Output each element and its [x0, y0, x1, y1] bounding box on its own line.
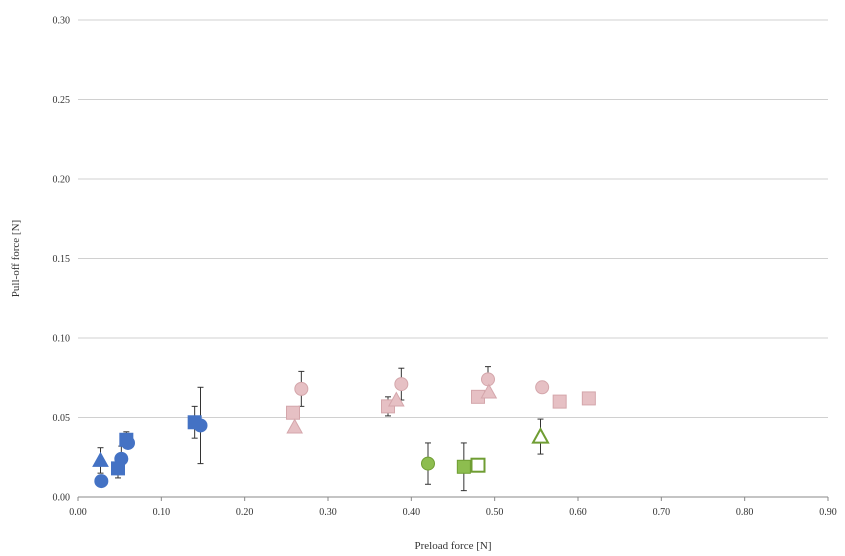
point-square	[456, 459, 471, 474]
y-tick-label: 0.30	[53, 16, 71, 27]
point-circle	[294, 381, 309, 396]
point-circle	[121, 435, 135, 450]
x-tick-label: 0.50	[486, 507, 504, 518]
point-square	[552, 394, 567, 409]
point-circle	[193, 418, 208, 433]
y-tick-label: 0.05	[53, 413, 71, 424]
x-tick-label: 0.80	[736, 507, 754, 518]
y-axis-title: Pull-off force [N]	[10, 220, 22, 297]
point-triangle	[92, 451, 109, 467]
point-triangle	[480, 383, 498, 399]
point-circle	[535, 380, 550, 395]
point-square	[286, 405, 300, 420]
point-circle	[394, 377, 409, 392]
x-tick-label: 0.90	[819, 507, 837, 518]
point-triangle	[387, 391, 405, 407]
x-tick-label: 0.60	[569, 507, 587, 518]
point-circle	[421, 456, 435, 471]
y-tick-label: 0.00	[53, 493, 71, 504]
data-points	[92, 372, 596, 489]
point-triangle	[286, 418, 304, 434]
y-tick-label: 0.25	[53, 95, 71, 106]
x-axis-title: Preload force [N]	[415, 540, 492, 552]
x-tick-label: 0.20	[236, 507, 254, 518]
point-circle	[481, 372, 495, 387]
x-tick-label: 0.70	[653, 507, 671, 518]
x-tick-label: 0.10	[153, 507, 171, 518]
x-tick-label: 0.40	[403, 507, 421, 518]
y-tick-label: 0.15	[53, 254, 71, 265]
point-square	[470, 457, 486, 473]
y-tick-label: 0.20	[53, 175, 71, 186]
y-tick-label: 0.10	[53, 334, 71, 345]
grid-lines	[78, 19, 828, 418]
axes	[77, 496, 829, 501]
x-tick-label: 0.00	[69, 507, 87, 518]
point-circle	[94, 474, 109, 489]
x-tick-label: 0.30	[319, 507, 337, 518]
x-tick-labels: 0.00 0.10 0.20 0.30 0.40 0.50 0.60 0.70 0.80 0.90	[69, 507, 837, 518]
y-tick-labels: 0.00 0.05 0.10 0.15 0.20 0.25 0.30	[53, 16, 71, 504]
point-square	[581, 391, 596, 406]
point-triangle	[531, 427, 550, 444]
point-circle	[114, 451, 129, 466]
